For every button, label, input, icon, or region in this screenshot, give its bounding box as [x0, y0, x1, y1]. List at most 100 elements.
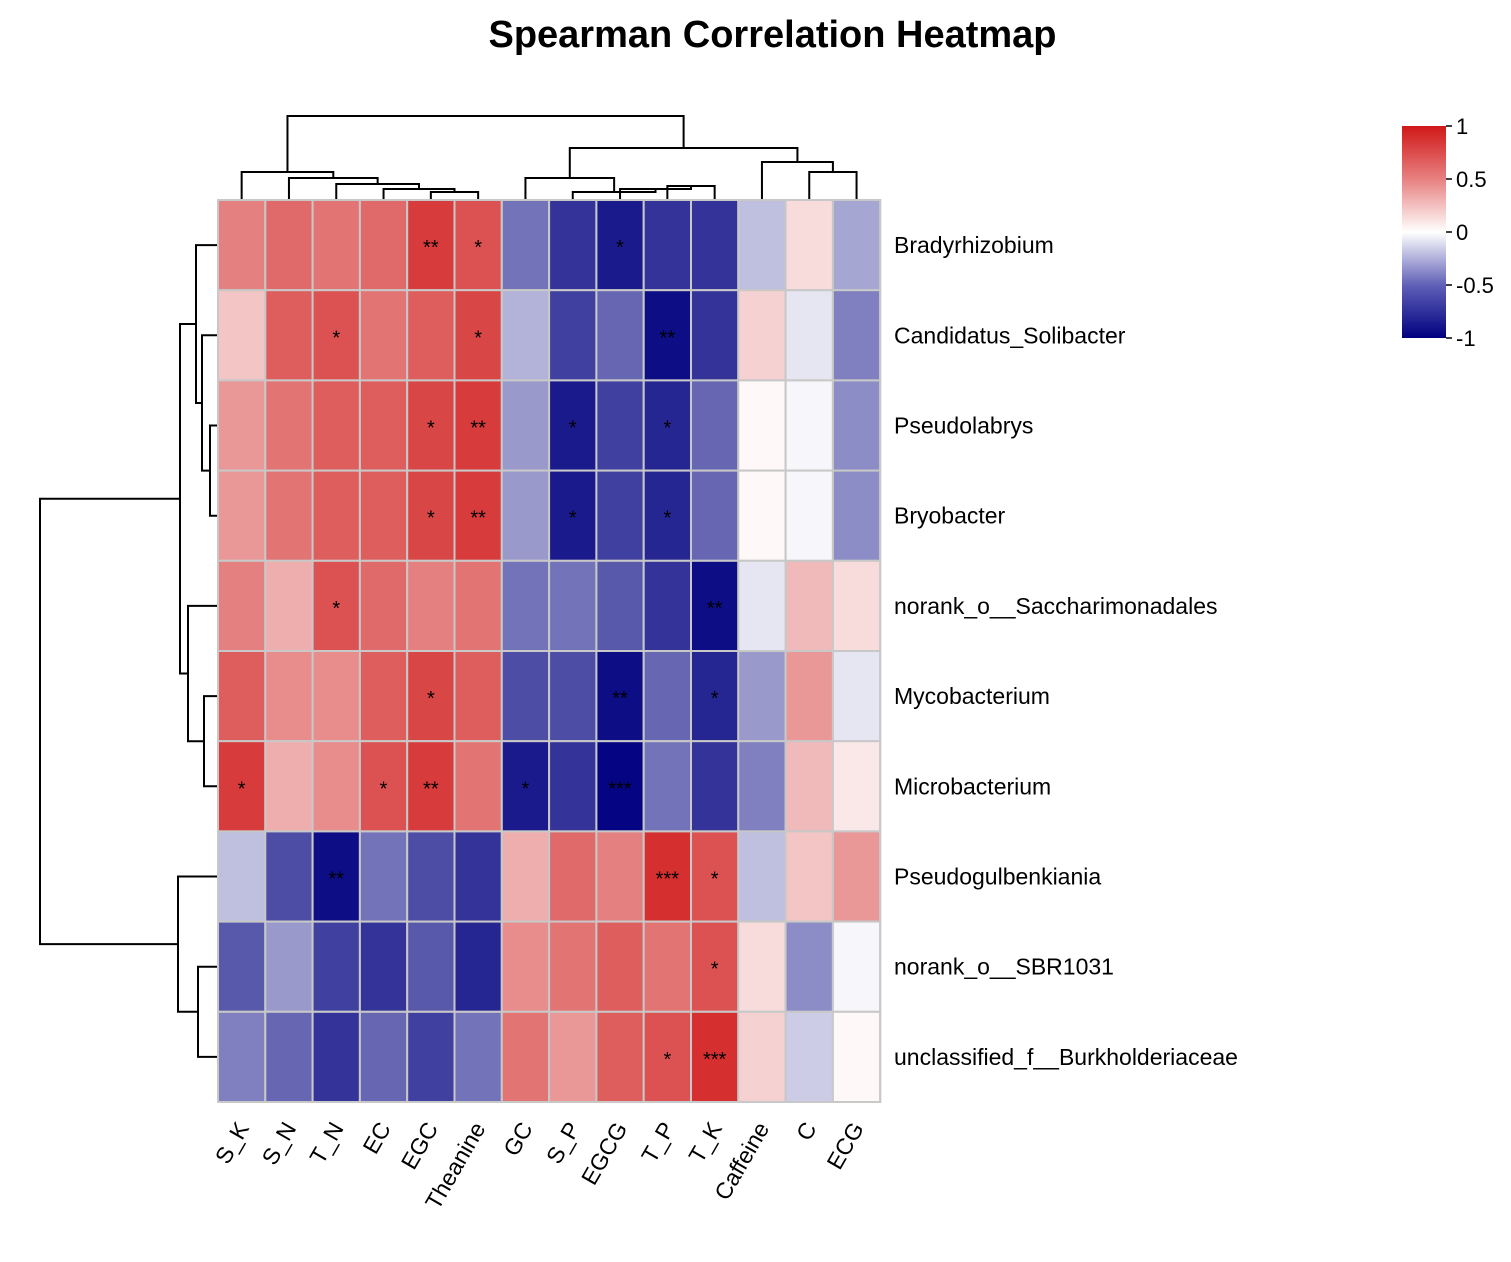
heatmap-cell: [737, 559, 787, 652]
heatmap-cell: [311, 379, 361, 472]
heatmap-cell: [784, 559, 834, 652]
heatmap-cell: [831, 379, 882, 472]
heatmap-cell: [737, 1010, 787, 1103]
heatmap-cell: [548, 740, 598, 833]
significance-mark: *: [663, 418, 671, 440]
heatmap-cell: [217, 469, 267, 562]
heatmap-cell: [690, 379, 740, 472]
heatmap-cell: [784, 920, 834, 1013]
significance-mark: ***: [703, 1049, 727, 1071]
heatmap-cell: [548, 469, 598, 562]
row-label: Pseudolabrys: [894, 413, 1033, 439]
row-label: norank_o__SBR1031: [894, 954, 1114, 980]
heatmap-cell: [406, 559, 456, 652]
heatmap-cell: [737, 920, 787, 1013]
significance-mark: **: [660, 327, 676, 349]
heatmap-cell: [264, 289, 314, 382]
color-legend: 1 0.5 0 -0.5 -1: [1402, 114, 1494, 351]
heatmap-cell: [264, 469, 314, 562]
row-label: Bryobacter: [894, 503, 1006, 529]
heatmap-cell: [264, 379, 314, 472]
heatmap-cell: [690, 469, 740, 562]
heatmap-cell: [595, 1010, 645, 1103]
heatmap-cell: [264, 830, 314, 923]
significance-mark: *: [332, 327, 340, 349]
significance-mark: **: [423, 237, 439, 259]
column-label: T_K: [683, 1117, 727, 1167]
heatmap-cell: [311, 199, 361, 292]
heatmap-cell: [406, 830, 456, 923]
heatmap-cell: [831, 650, 882, 743]
heatmap-cell: [311, 650, 361, 743]
heatmap-cell: [264, 650, 314, 743]
heatmap-cell: [500, 469, 551, 562]
significance-mark: *: [380, 778, 388, 800]
heatmap-cell: [406, 199, 456, 292]
heatmap-cell: [500, 379, 551, 472]
row-labels: Bradyrhizobium Candidatus_Solibacter Pseud…: [894, 232, 1238, 1070]
significance-mark: *: [569, 508, 577, 530]
heatmap-cell: [642, 289, 693, 382]
row-label: Mycobacterium: [894, 683, 1050, 709]
heatmap-cell: [406, 289, 456, 382]
column-label: T_N: [304, 1118, 348, 1169]
dendrogram-branch: [240, 171, 335, 200]
dendrogram-branch: [429, 191, 480, 200]
heatmap-cell: [358, 650, 409, 743]
heatmap-cell: [784, 740, 834, 833]
significance-marks: ** * ** * *** ** * ** ** * ** *** ** ** * ** * ***** *** **…: [238, 237, 727, 1071]
heatmap-cell: [831, 830, 882, 923]
significance-mark: *: [474, 327, 482, 349]
row-label: unclassified_f__Burkholderiaceae: [894, 1044, 1238, 1070]
heatmap-cell: [831, 289, 882, 382]
column-label: GC: [498, 1118, 538, 1161]
significance-mark: ***: [656, 869, 680, 891]
heatmap-cell: [548, 559, 598, 652]
heatmap-cell: [831, 1010, 882, 1103]
heatmap-cell: [264, 559, 314, 652]
heatmap-cell: [642, 559, 693, 652]
heatmap-cell: [406, 740, 456, 833]
heatmap-cell: [784, 289, 834, 382]
heatmap-cell: [784, 379, 834, 472]
row-label: Pseudogulbenkiania: [894, 864, 1101, 890]
heatmap-cell: [358, 740, 409, 833]
heatmap-cell: [690, 650, 740, 743]
heatmap-cell: [737, 650, 787, 743]
heatmap-cell: [453, 920, 503, 1013]
heatmap-cell: [358, 830, 409, 923]
color-legend-bar: [1402, 126, 1446, 338]
row-label: Candidatus_Solibacter: [894, 322, 1126, 348]
heatmap-cell: [453, 830, 503, 923]
dendrogram-branch: [203, 695, 218, 788]
heatmap-cell: [406, 469, 456, 562]
color-legend-label: -1: [1456, 326, 1476, 351]
heatmap-cells: [217, 199, 882, 1103]
heatmap-cell: [784, 199, 834, 292]
color-legend-label: -0.5: [1456, 273, 1494, 298]
heatmap-cell: [311, 469, 361, 562]
heatmap-cell: [453, 469, 503, 562]
heatmap-cell: [358, 289, 409, 382]
heatmap-cell: [642, 740, 693, 833]
dendrogram-branch: [808, 171, 858, 200]
heatmap-cell: [453, 1010, 503, 1103]
heatmap-cell: [548, 379, 598, 472]
column-label: ECG: [821, 1118, 868, 1174]
heatmap-cell: [642, 469, 693, 562]
heatmap-cell: [217, 379, 267, 472]
heatmap-cell: [453, 199, 503, 292]
heatmap-cell: [500, 920, 551, 1013]
heatmap-cell: [548, 289, 598, 382]
significance-mark: *: [569, 418, 577, 440]
dendrogram-branch: [209, 424, 218, 517]
heatmap-cell: [831, 920, 882, 1013]
significance-mark: *: [474, 237, 482, 259]
heatmap-cell: [358, 469, 409, 562]
heatmap-cell: [311, 289, 361, 382]
row-label: Microbacterium: [894, 773, 1051, 799]
heatmap-cell: [311, 920, 361, 1013]
significance-mark: **: [470, 508, 486, 530]
